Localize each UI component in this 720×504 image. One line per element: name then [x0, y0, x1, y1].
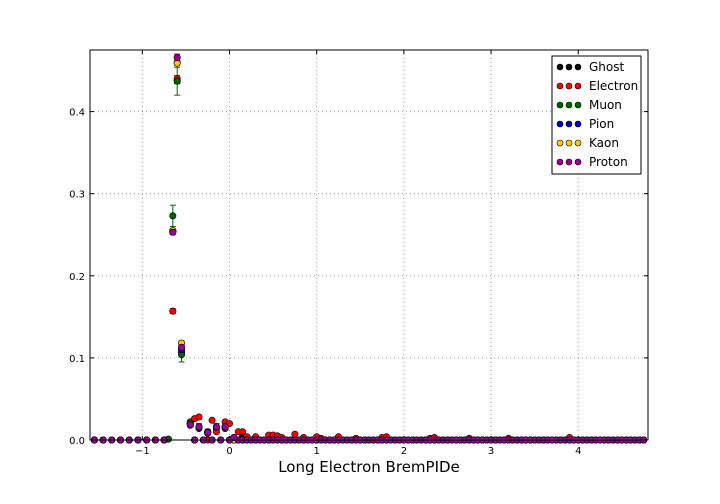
legend-entry: Pion [556, 117, 614, 131]
data-point-electron [208, 416, 216, 424]
data-point-proton [169, 228, 177, 236]
legend-label: Muon [589, 98, 622, 112]
data-point-electron [169, 307, 177, 315]
data-point-proton [195, 423, 203, 431]
y-tick-label: 0.4 [69, 108, 85, 119]
x-tick-label: 1 [314, 446, 320, 457]
legend-marker [574, 120, 582, 128]
data-point-proton [221, 423, 229, 431]
legend-marker [556, 63, 564, 71]
legend-label: Ghost [589, 60, 624, 74]
legend-marker [556, 82, 564, 90]
legend-entry: Muon [556, 98, 622, 112]
legend-label: Proton [589, 155, 628, 169]
legend-marker [574, 63, 582, 71]
legend-marker [574, 82, 582, 90]
x-axis-title: Long Electron BremPIDe [278, 458, 460, 476]
legend-label: Kaon [589, 136, 619, 150]
data-point-proton [204, 429, 212, 437]
legend-marker [556, 158, 564, 166]
data-point-electron [195, 413, 203, 421]
data-point-muon [169, 212, 177, 220]
y-tick-labels: 0.0 0.1 0.2 0.3 0.4 [69, 108, 85, 447]
legend-entry: Electron [556, 79, 638, 93]
x-tick-label: −1 [135, 446, 150, 457]
x-tick-labels: −1 0 1 2 3 4 [135, 446, 582, 457]
legend-marker [565, 101, 573, 109]
legend-label: Electron [589, 79, 638, 93]
data-point-electron [239, 428, 247, 436]
x-tick-label: 3 [488, 446, 494, 457]
data-point-proton [173, 53, 181, 61]
y-tick-label: 0.2 [69, 272, 85, 283]
legend-marker [556, 139, 564, 147]
data-point-electron [291, 430, 299, 438]
x-tick-label: 4 [575, 446, 581, 457]
y-tick-label: 0.0 [69, 436, 85, 447]
y-tick-label: 0.1 [69, 354, 85, 365]
legend-marker [556, 101, 564, 109]
legend-marker [565, 63, 573, 71]
legend-entry: Kaon [556, 136, 619, 150]
data-point-proton [212, 423, 220, 431]
legend-marker [565, 82, 573, 90]
legend: Ghost Electron Muon Pion Kaon Proton [551, 55, 642, 175]
legend-entry: Proton [556, 155, 628, 169]
x-tick-label: 0 [226, 446, 232, 457]
axes-frame [89, 49, 649, 441]
legend-marker [574, 139, 582, 147]
legend-marker [565, 139, 573, 147]
legend-marker [565, 158, 573, 166]
legend-frame [551, 55, 642, 175]
legend-entry: Ghost [556, 60, 624, 74]
legend-label: Pion [589, 117, 614, 131]
x-tick-label: 2 [401, 446, 407, 457]
data-point-proton [186, 420, 194, 428]
data-point-proton [230, 434, 238, 442]
y-tick-label: 0.3 [69, 190, 85, 201]
legend-marker [574, 101, 582, 109]
data-point-proton [178, 343, 186, 351]
data-point-muon [173, 77, 181, 85]
legend-marker [574, 158, 582, 166]
legend-marker [565, 120, 573, 128]
legend-marker [556, 120, 564, 128]
